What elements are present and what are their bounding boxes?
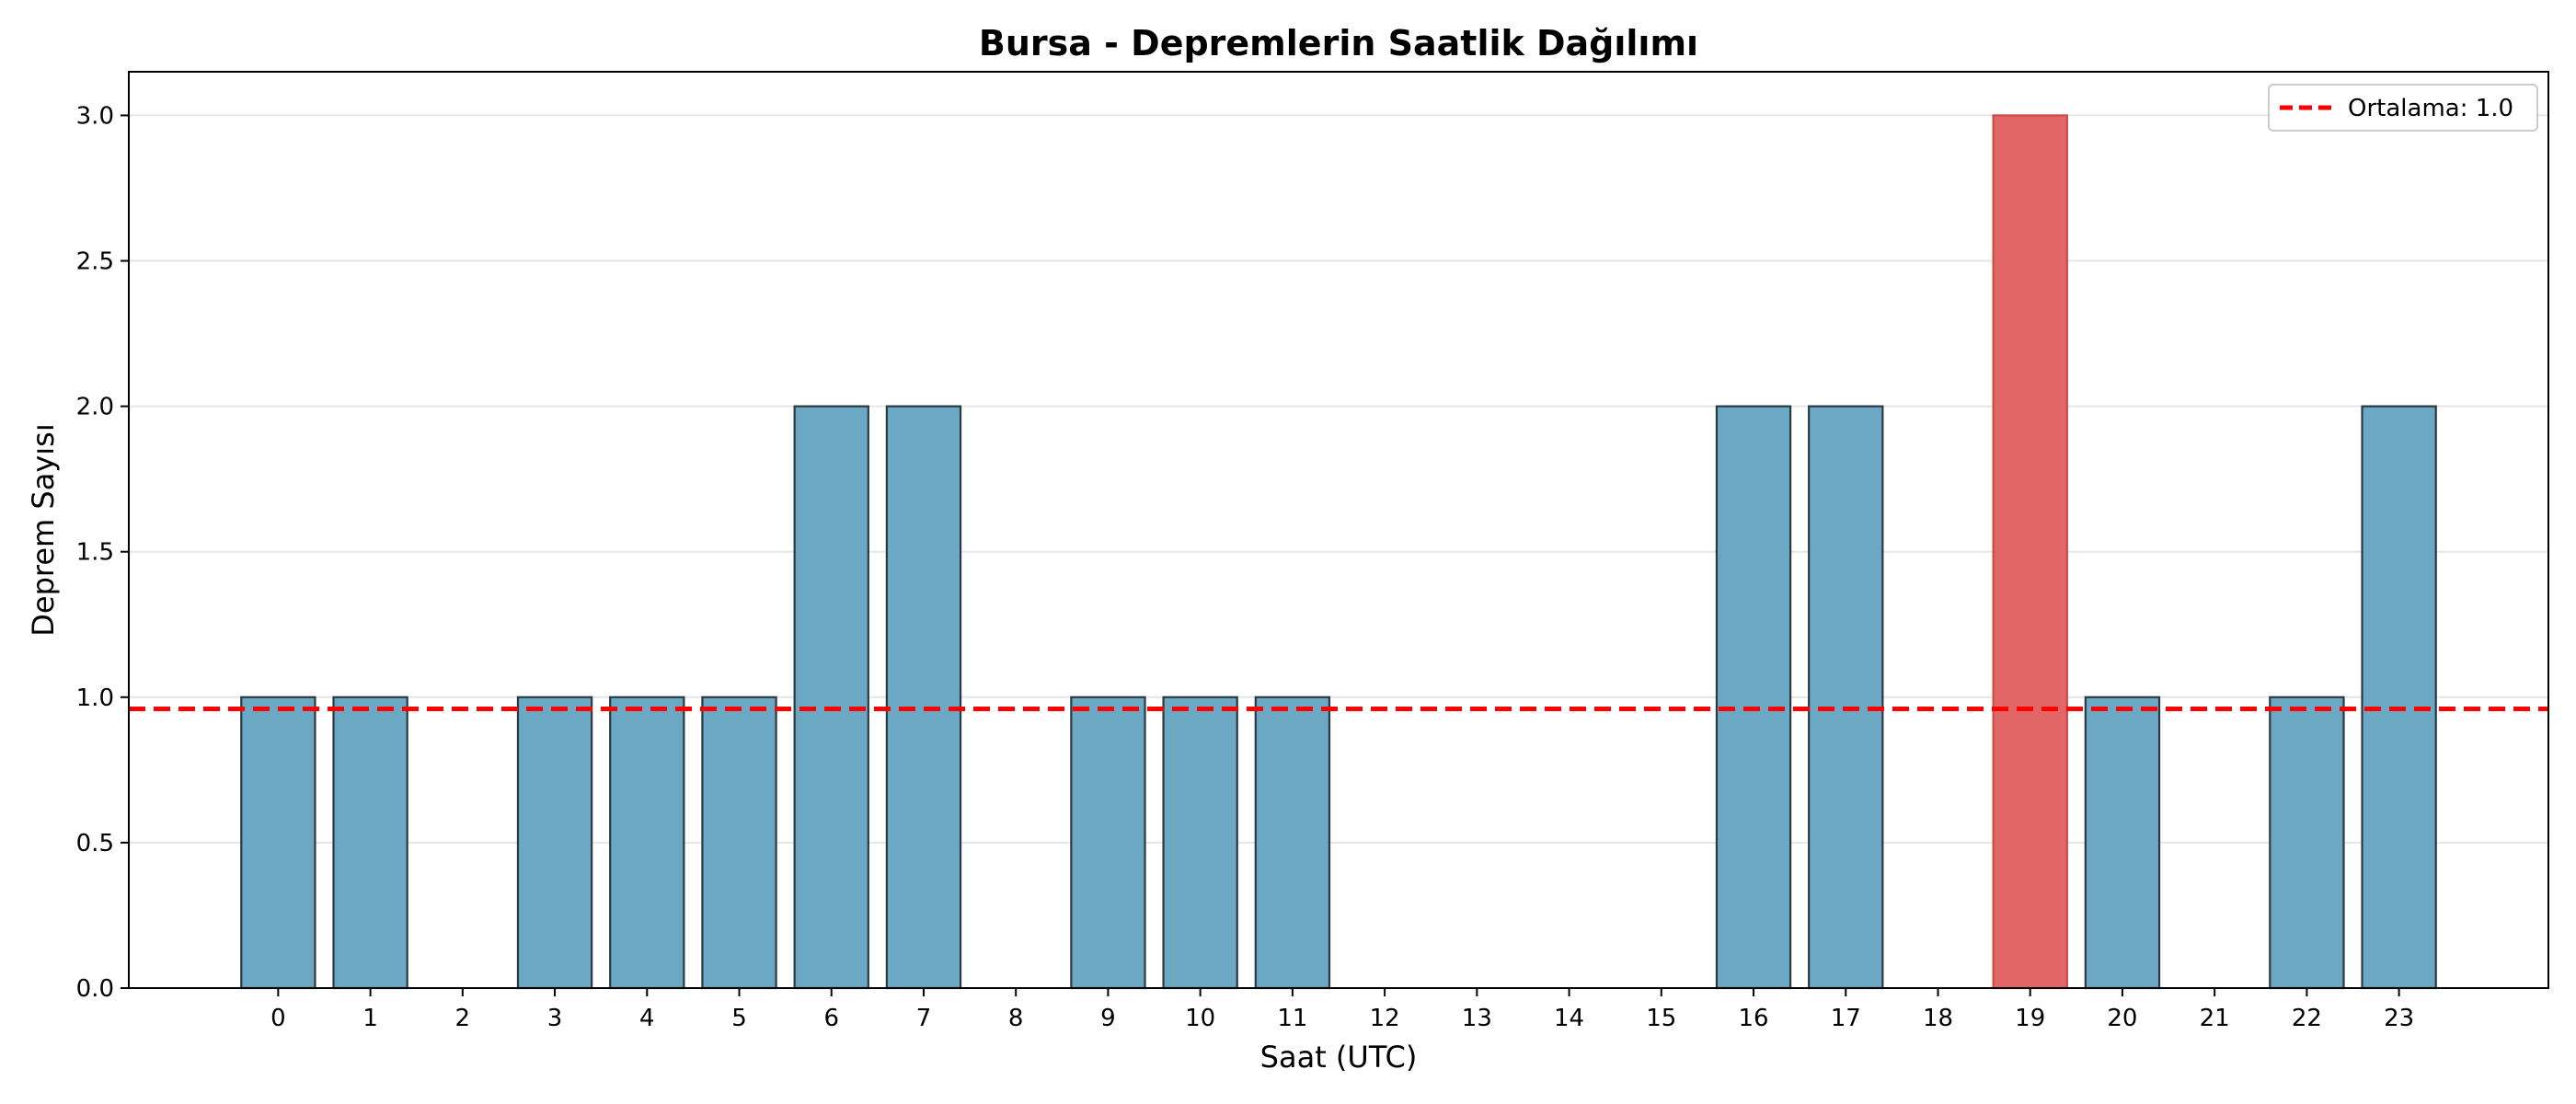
y-tick-label: 2.5 [76, 248, 114, 276]
x-tick-label: 11 [1277, 1005, 1307, 1032]
y-tick-label: 0.5 [76, 830, 114, 857]
bar-hour-5 [701, 696, 777, 990]
x-tick-label: 5 [731, 1005, 747, 1032]
x-tick-label: 16 [1738, 1005, 1768, 1032]
y-tick-label: 1.5 [76, 539, 114, 567]
x-tick-label: 22 [2292, 1005, 2322, 1032]
bar-hour-9 [1070, 696, 1146, 990]
x-tick-label: 9 [1100, 1005, 1116, 1032]
x-tick-label: 14 [1554, 1005, 1584, 1032]
legend: Ortalama: 1.0 [2268, 84, 2538, 132]
x-tick-label: 10 [1185, 1005, 1215, 1032]
x-tick-label: 20 [2107, 1005, 2137, 1032]
bar-hour-0 [240, 696, 316, 990]
x-tick-label: 6 [823, 1005, 839, 1032]
bar-hour-19 [1992, 114, 2068, 990]
x-tick-label: 7 [916, 1005, 932, 1032]
bar-hour-20 [2084, 696, 2161, 990]
bar-hour-3 [516, 696, 593, 990]
y-tick-label: 2.0 [76, 394, 114, 421]
bar-hour-10 [1162, 696, 1238, 990]
legend-box [2268, 84, 2538, 132]
x-tick-label: 2 [455, 1005, 471, 1032]
x-tick-label: 1 [362, 1005, 378, 1032]
legend-mean-label: Ortalama: 1.0 [2348, 95, 2513, 122]
bar-hour-23 [2361, 405, 2437, 990]
bar-hour-7 [885, 405, 962, 990]
bar-hour-4 [609, 696, 685, 990]
x-tick-label: 18 [1923, 1005, 1953, 1032]
x-axis-ticks: 0 1 2 3 4 5 6 7 8 9 10 11 12 13 14 15 16 17 18 19 20 21 22 23 [270, 988, 2414, 1032]
y-axis-label: Deprem Sayısı [26, 423, 61, 636]
x-tick-label: 8 [1008, 1005, 1024, 1032]
chart-title: Bursa - Depremlerin Saatlik Dağılımı [979, 23, 1698, 63]
x-tick-label: 12 [1370, 1005, 1400, 1032]
y-tick-label: 3.0 [76, 102, 114, 130]
x-tick-label: 0 [270, 1005, 286, 1032]
x-tick-label: 4 [639, 1005, 655, 1032]
bar-hour-6 [793, 405, 869, 990]
bar-hour-16 [1715, 405, 1792, 990]
x-tick-label: 23 [2384, 1005, 2414, 1032]
bar-hour-17 [1808, 405, 1884, 990]
bar-hour-1 [332, 696, 408, 990]
y-tick-label: 0.0 [76, 975, 114, 1003]
x-axis-label: Saat (UTC) [1260, 1040, 1418, 1075]
x-tick-label: 15 [1646, 1005, 1676, 1032]
bar-hour-22 [2269, 696, 2345, 990]
x-tick-label: 17 [1831, 1005, 1861, 1032]
x-tick-label: 19 [2015, 1005, 2045, 1032]
x-tick-label: 13 [1462, 1005, 1492, 1032]
x-tick-label: 3 [547, 1005, 563, 1032]
x-tick-label: 21 [2200, 1005, 2230, 1032]
plot-frame [128, 71, 2549, 989]
bar-hour-11 [1254, 696, 1331, 990]
y-axis-ticks: 0.0 0.5 1.0 1.5 2.0 2.5 3.0 [76, 102, 129, 1003]
y-tick-label: 1.0 [76, 684, 114, 712]
